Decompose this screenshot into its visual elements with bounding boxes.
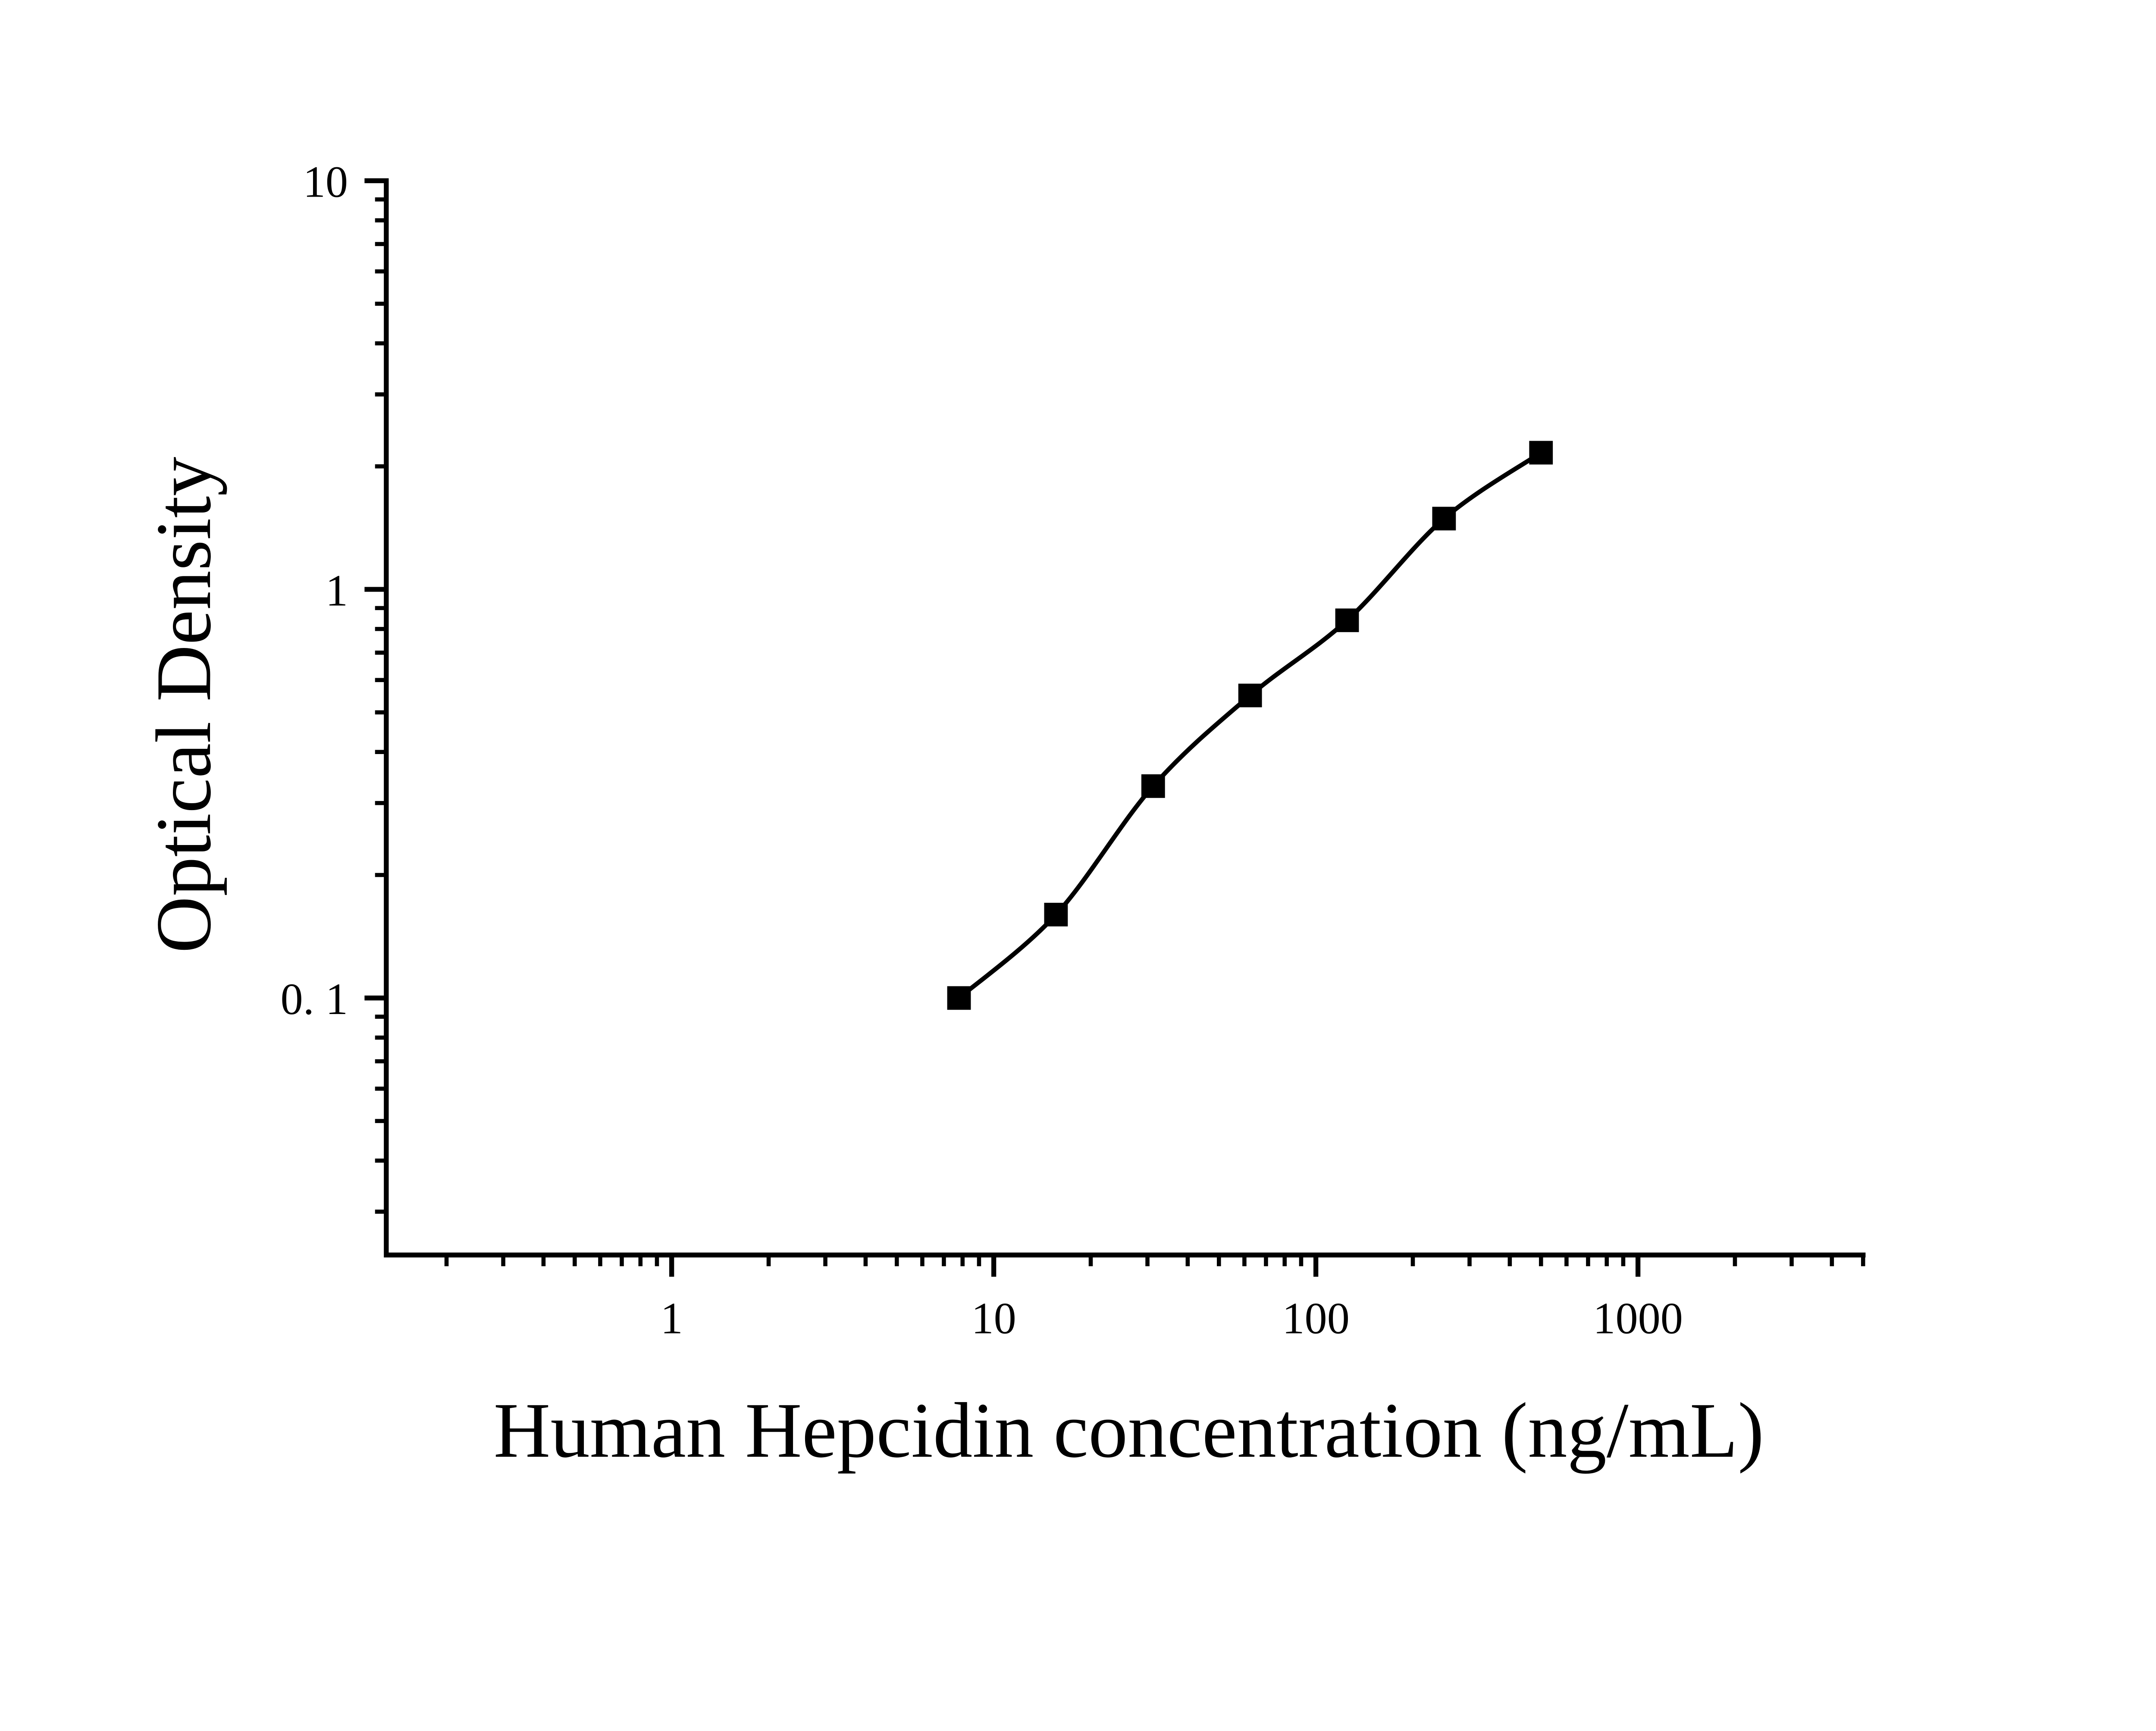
data-points xyxy=(947,441,1553,1010)
standard-curve-figure: 1 10 100 1000 10 1 0. 1 Human Hepcidin concen… xyxy=(0,0,2156,1506)
axes xyxy=(384,178,1866,1258)
x-tick-label: 1 xyxy=(661,1293,683,1343)
y-tick-label: 1 xyxy=(326,565,348,615)
y-tick-label: 0. 1 xyxy=(281,974,348,1024)
y-axis-ticks xyxy=(364,178,386,1214)
x-tick-label: 10 xyxy=(971,1293,1016,1343)
data-point-marker xyxy=(947,986,971,1010)
y-axis-tick-labels: 10 1 0. 1 xyxy=(281,157,348,1024)
data-point-marker xyxy=(1529,441,1553,465)
x-axis-ticks xyxy=(444,1255,1865,1277)
data-point-marker xyxy=(1335,608,1359,632)
chart-canvas: 1 10 100 1000 10 1 0. 1 Human Hepcidin concen… xyxy=(0,0,2156,1506)
x-axis-tick-labels: 1 10 100 1000 xyxy=(661,1293,1683,1343)
x-tick-label: 100 xyxy=(1282,1293,1350,1343)
data-point-marker xyxy=(1141,774,1165,798)
y-tick-label: 10 xyxy=(303,157,348,207)
x-axis-title: Human Hepcidin concentration (ng/mL) xyxy=(494,1387,1764,1474)
y-axis-title: Optical Density xyxy=(140,457,227,953)
x-tick-label: 1000 xyxy=(1593,1293,1683,1343)
data-point-marker xyxy=(1432,507,1456,531)
data-point-marker xyxy=(1044,902,1068,927)
chart-background xyxy=(0,0,2156,1506)
data-point-marker xyxy=(1238,683,1262,707)
